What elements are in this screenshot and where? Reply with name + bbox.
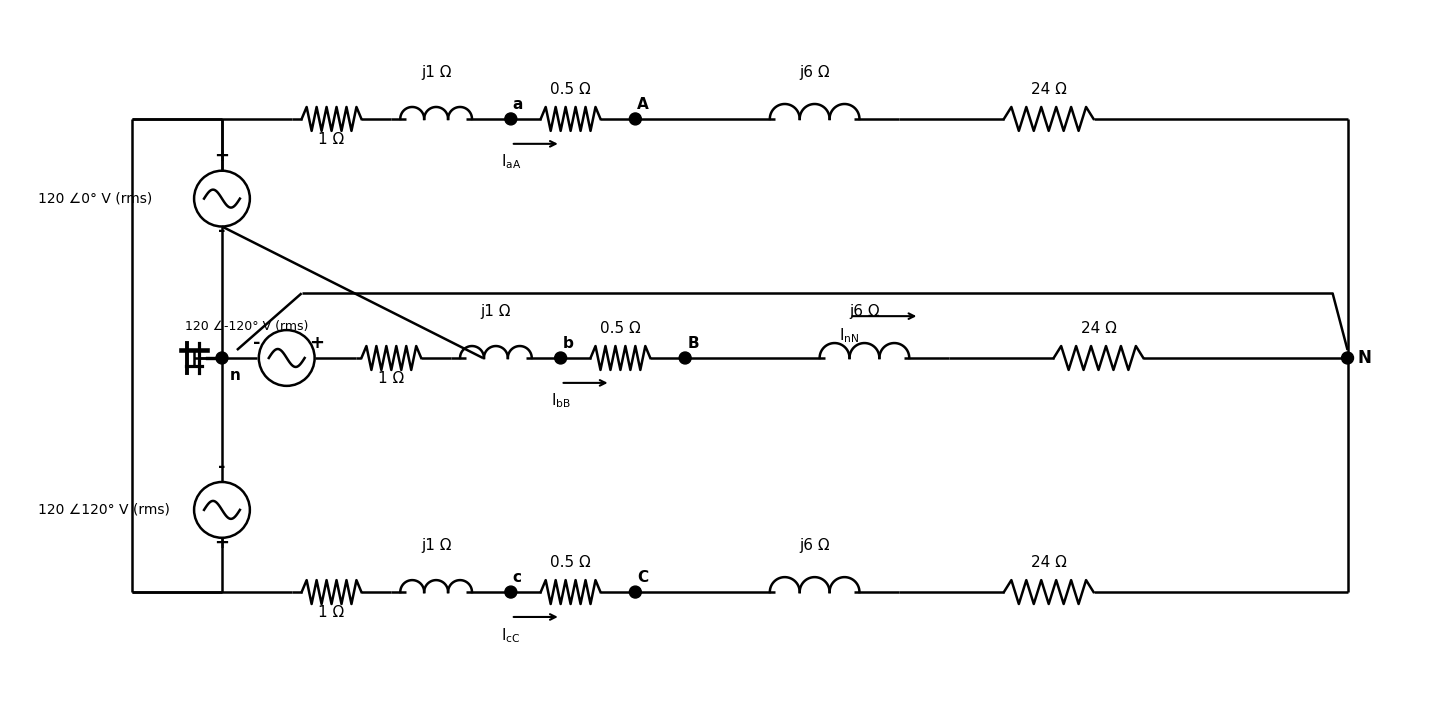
Circle shape <box>680 352 691 364</box>
Text: 120 ∠0° V (rms): 120 ∠0° V (rms) <box>38 192 152 205</box>
Circle shape <box>1342 352 1353 364</box>
Text: j6 Ω: j6 Ω <box>800 65 830 80</box>
Text: 0.5 Ω: 0.5 Ω <box>551 555 591 570</box>
Circle shape <box>629 113 642 125</box>
Circle shape <box>629 586 642 598</box>
Text: j6 Ω: j6 Ω <box>800 538 830 553</box>
Text: $\mathregular{I_{nN}}$: $\mathregular{I_{nN}}$ <box>839 326 860 345</box>
Text: j6 Ω: j6 Ω <box>849 304 879 319</box>
Text: $\mathregular{I_{aA}}$: $\mathregular{I_{aA}}$ <box>500 153 521 171</box>
Text: +: + <box>214 147 230 165</box>
Text: 24 Ω: 24 Ω <box>1031 82 1067 97</box>
Text: 1 Ω: 1 Ω <box>318 605 344 620</box>
Circle shape <box>555 352 567 364</box>
Text: j1 Ω: j1 Ω <box>480 304 510 319</box>
Text: a: a <box>513 97 523 112</box>
Text: C: C <box>638 570 648 585</box>
Text: 0.5 Ω: 0.5 Ω <box>600 321 641 336</box>
Text: -: - <box>218 458 226 476</box>
Text: +: + <box>309 334 324 352</box>
Text: -: - <box>253 334 260 352</box>
Text: +: + <box>214 534 230 552</box>
Text: 120 ∠-120° V (rms): 120 ∠-120° V (rms) <box>185 320 308 333</box>
Text: B: B <box>687 336 698 351</box>
Circle shape <box>505 113 516 125</box>
Text: 24 Ω: 24 Ω <box>1080 321 1116 336</box>
Text: j1 Ω: j1 Ω <box>421 538 451 553</box>
Text: 24 Ω: 24 Ω <box>1031 555 1067 570</box>
Text: b: b <box>562 336 574 351</box>
Text: A: A <box>638 97 649 112</box>
Text: n: n <box>230 368 241 383</box>
Circle shape <box>215 352 228 364</box>
Text: $\mathregular{I_{cC}}$: $\mathregular{I_{cC}}$ <box>502 626 521 644</box>
Text: 120 ∠120° V (rms): 120 ∠120° V (rms) <box>38 503 169 517</box>
Text: 0.5 Ω: 0.5 Ω <box>551 82 591 97</box>
Text: 1 Ω: 1 Ω <box>318 132 344 147</box>
Text: 1 Ω: 1 Ω <box>379 371 405 386</box>
Text: -: - <box>218 222 226 241</box>
Text: $\mathregular{I_{bB}}$: $\mathregular{I_{bB}}$ <box>551 392 571 411</box>
Text: c: c <box>513 570 522 585</box>
Text: j1 Ω: j1 Ω <box>421 65 451 80</box>
Circle shape <box>505 586 516 598</box>
Text: N: N <box>1358 349 1371 367</box>
